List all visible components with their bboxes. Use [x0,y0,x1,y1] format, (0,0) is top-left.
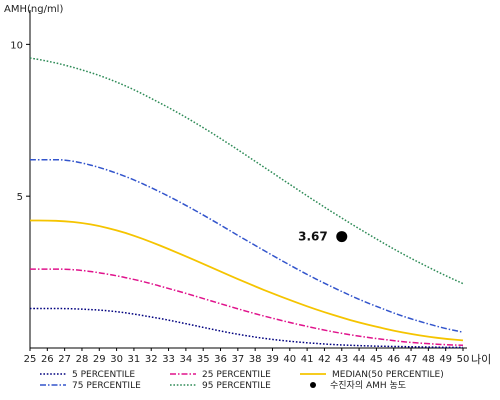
x-tick-label: 48 [422,354,435,365]
x-tick-label: 38 [249,354,262,365]
legend-label-patient-point: 수진자의 AMH 농도 [330,380,406,391]
x-tick-label: 50 [457,354,470,365]
legend-label-5-percentile: 5 PERCENTILE [72,370,135,380]
x-tick-label: 49 [439,354,452,365]
x-tick-label: 42 [318,354,331,365]
x-tick-label: 36 [214,354,227,365]
x-tick-label: 39 [266,354,279,365]
x-tick-label: 44 [353,354,366,365]
patient-amh-point [336,231,348,243]
series-line-75-percentile [30,158,464,333]
x-tick-label: 41 [301,354,314,365]
legend-label-median-50-percentile: MEDIAN(50 PERCENTILE) [332,370,444,380]
legend-label-95-percentile: 95 PERCENTILE [202,381,271,391]
patient-amh-value-label: 3.67 [298,230,328,244]
y-tick-label: 5 [17,192,23,203]
series-line-95-percentile [29,57,464,285]
legend-swatch-patient-point [310,382,316,388]
x-tick-label: 29 [93,354,106,365]
y-tick-label: 10 [10,40,23,51]
x-tick-label: 25 [24,354,37,365]
x-tick-label: 32 [145,354,158,365]
x-tick-label: 27 [58,354,71,365]
x-tick-label: 26 [41,354,54,365]
x-tick-label: 43 [335,354,348,365]
x-tick-label: 30 [110,354,123,365]
x-tick-label: 28 [76,354,89,365]
x-tick-label: 34 [180,354,193,365]
y-axis-label: AMH(ng/ml) [4,4,63,15]
x-tick-label: 40 [283,354,296,365]
x-tick-label: 45 [370,354,383,365]
legend-label-25-percentile: 25 PERCENTILE [202,370,271,380]
x-tick-label: 33 [162,354,175,365]
x-tick-label: 37 [231,354,244,365]
x-tick-label: 47 [405,354,418,365]
x-tick-label: 31 [128,354,141,365]
x-tick-label: 46 [387,354,400,365]
series-line-5-percentile [30,307,463,349]
series-line-25-percentile [30,268,464,347]
x-tick-label: 35 [197,354,210,365]
series-line-median-50-percentile [30,219,464,342]
x-axis-label: 나이 [471,353,491,366]
legend-label-75-percentile: 75 PERCENTILE [72,381,141,391]
